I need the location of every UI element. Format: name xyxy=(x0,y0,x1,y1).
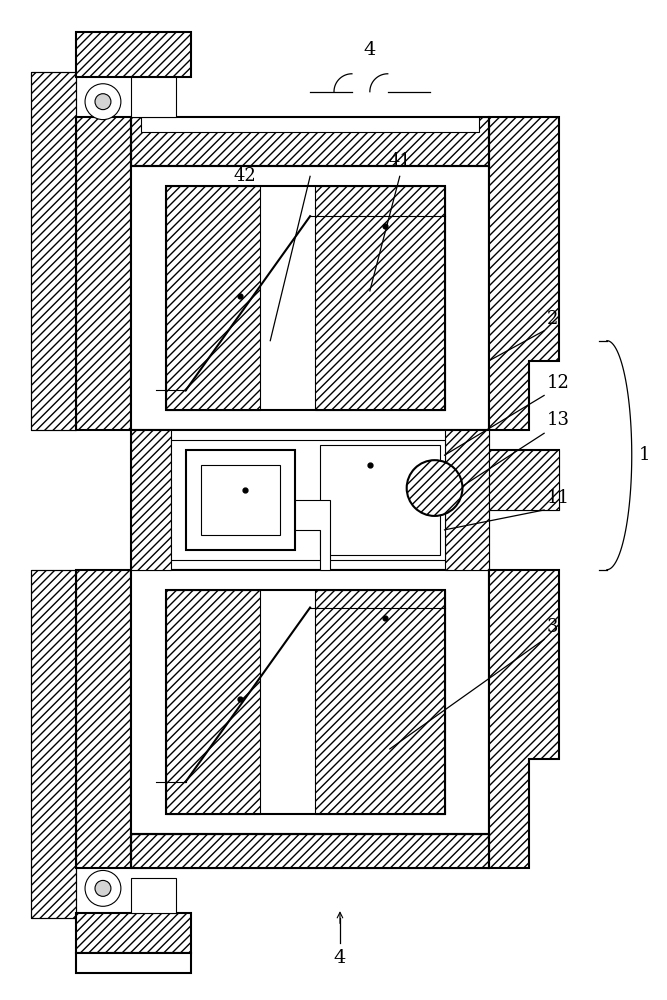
Text: 2: 2 xyxy=(547,310,558,328)
Bar xyxy=(201,465,280,535)
Polygon shape xyxy=(490,570,559,868)
Circle shape xyxy=(95,880,111,896)
Bar xyxy=(131,878,175,913)
Text: 1: 1 xyxy=(639,446,650,464)
Text: 42: 42 xyxy=(234,167,257,185)
Text: 4: 4 xyxy=(364,41,376,59)
Bar xyxy=(315,590,444,814)
Bar xyxy=(171,440,444,560)
Polygon shape xyxy=(31,570,76,918)
Circle shape xyxy=(407,460,462,516)
Text: 13: 13 xyxy=(547,411,570,429)
Text: 12: 12 xyxy=(547,374,570,392)
Polygon shape xyxy=(490,117,559,430)
Bar xyxy=(76,953,191,973)
Text: 3: 3 xyxy=(547,618,558,636)
Circle shape xyxy=(85,870,121,906)
Text: 41: 41 xyxy=(388,152,411,170)
Polygon shape xyxy=(131,117,490,166)
Polygon shape xyxy=(295,500,330,570)
Bar xyxy=(165,186,260,410)
Text: 11: 11 xyxy=(547,489,570,507)
Bar xyxy=(76,32,191,77)
Bar xyxy=(131,166,490,430)
Text: 4: 4 xyxy=(334,949,346,967)
Bar xyxy=(165,590,260,814)
Polygon shape xyxy=(76,570,131,868)
Polygon shape xyxy=(31,72,76,430)
Polygon shape xyxy=(131,834,490,868)
Circle shape xyxy=(95,94,111,110)
Bar xyxy=(165,186,444,410)
Polygon shape xyxy=(131,430,171,570)
Polygon shape xyxy=(131,430,559,570)
Polygon shape xyxy=(444,430,490,570)
Circle shape xyxy=(85,84,121,120)
Polygon shape xyxy=(490,450,559,510)
Bar xyxy=(76,913,191,953)
Bar xyxy=(315,186,444,410)
Bar xyxy=(131,77,175,117)
Bar xyxy=(131,570,490,834)
Bar xyxy=(185,450,295,550)
Polygon shape xyxy=(76,117,131,430)
Bar xyxy=(165,590,444,814)
Bar xyxy=(320,445,440,555)
